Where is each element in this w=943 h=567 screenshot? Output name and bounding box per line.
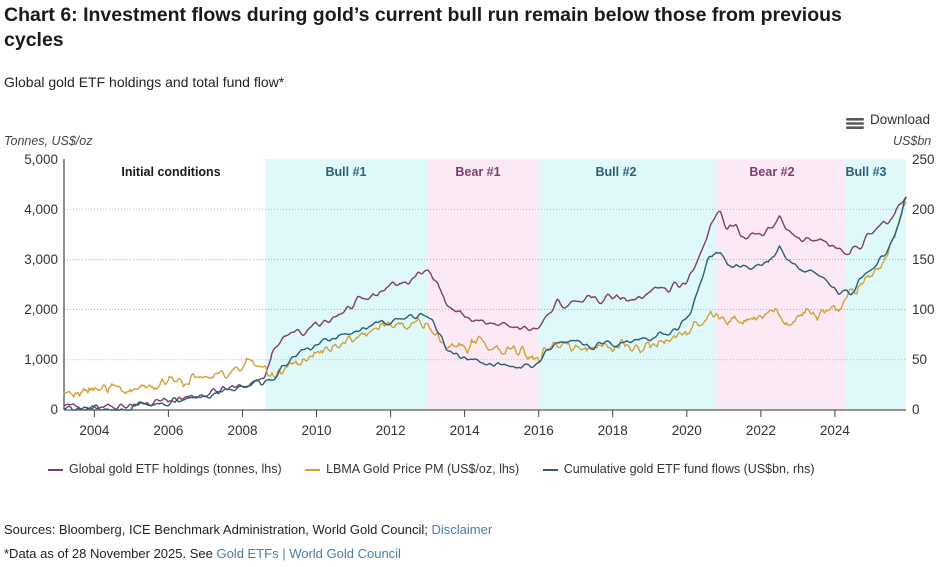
svg-text:2024: 2024 [820,423,851,438]
svg-text:2,000: 2,000 [24,302,58,317]
svg-text:2010: 2010 [301,423,331,438]
svg-text:Bull #2: Bull #2 [596,165,637,179]
svg-text:3,000: 3,000 [24,252,58,267]
svg-text:2022: 2022 [746,423,776,438]
svg-text:5,000: 5,000 [24,152,58,167]
svg-text:0: 0 [912,402,920,417]
svg-text:100: 100 [912,302,935,317]
svg-text:4,000: 4,000 [24,202,58,217]
svg-text:2016: 2016 [524,423,554,438]
svg-text:Bear #2: Bear #2 [749,165,794,179]
svg-text:250: 250 [912,152,935,167]
svg-text:150: 150 [912,252,935,267]
svg-text:2008: 2008 [227,423,257,438]
svg-text:1,000: 1,000 [24,352,58,367]
svg-text:2012: 2012 [376,423,406,438]
svg-text:2004: 2004 [79,423,110,438]
svg-text:Initial conditions: Initial conditions [121,165,220,179]
svg-text:0: 0 [50,402,58,417]
svg-text:2018: 2018 [598,423,628,438]
svg-text:2014: 2014 [450,423,481,438]
svg-text:2006: 2006 [153,423,183,438]
svg-text:Bear #1: Bear #1 [455,165,500,179]
svg-text:50: 50 [912,352,927,367]
svg-text:Bull #1: Bull #1 [326,165,367,179]
svg-text:200: 200 [912,202,935,217]
svg-text:Bull #3: Bull #3 [846,165,887,179]
svg-text:2020: 2020 [672,423,702,438]
